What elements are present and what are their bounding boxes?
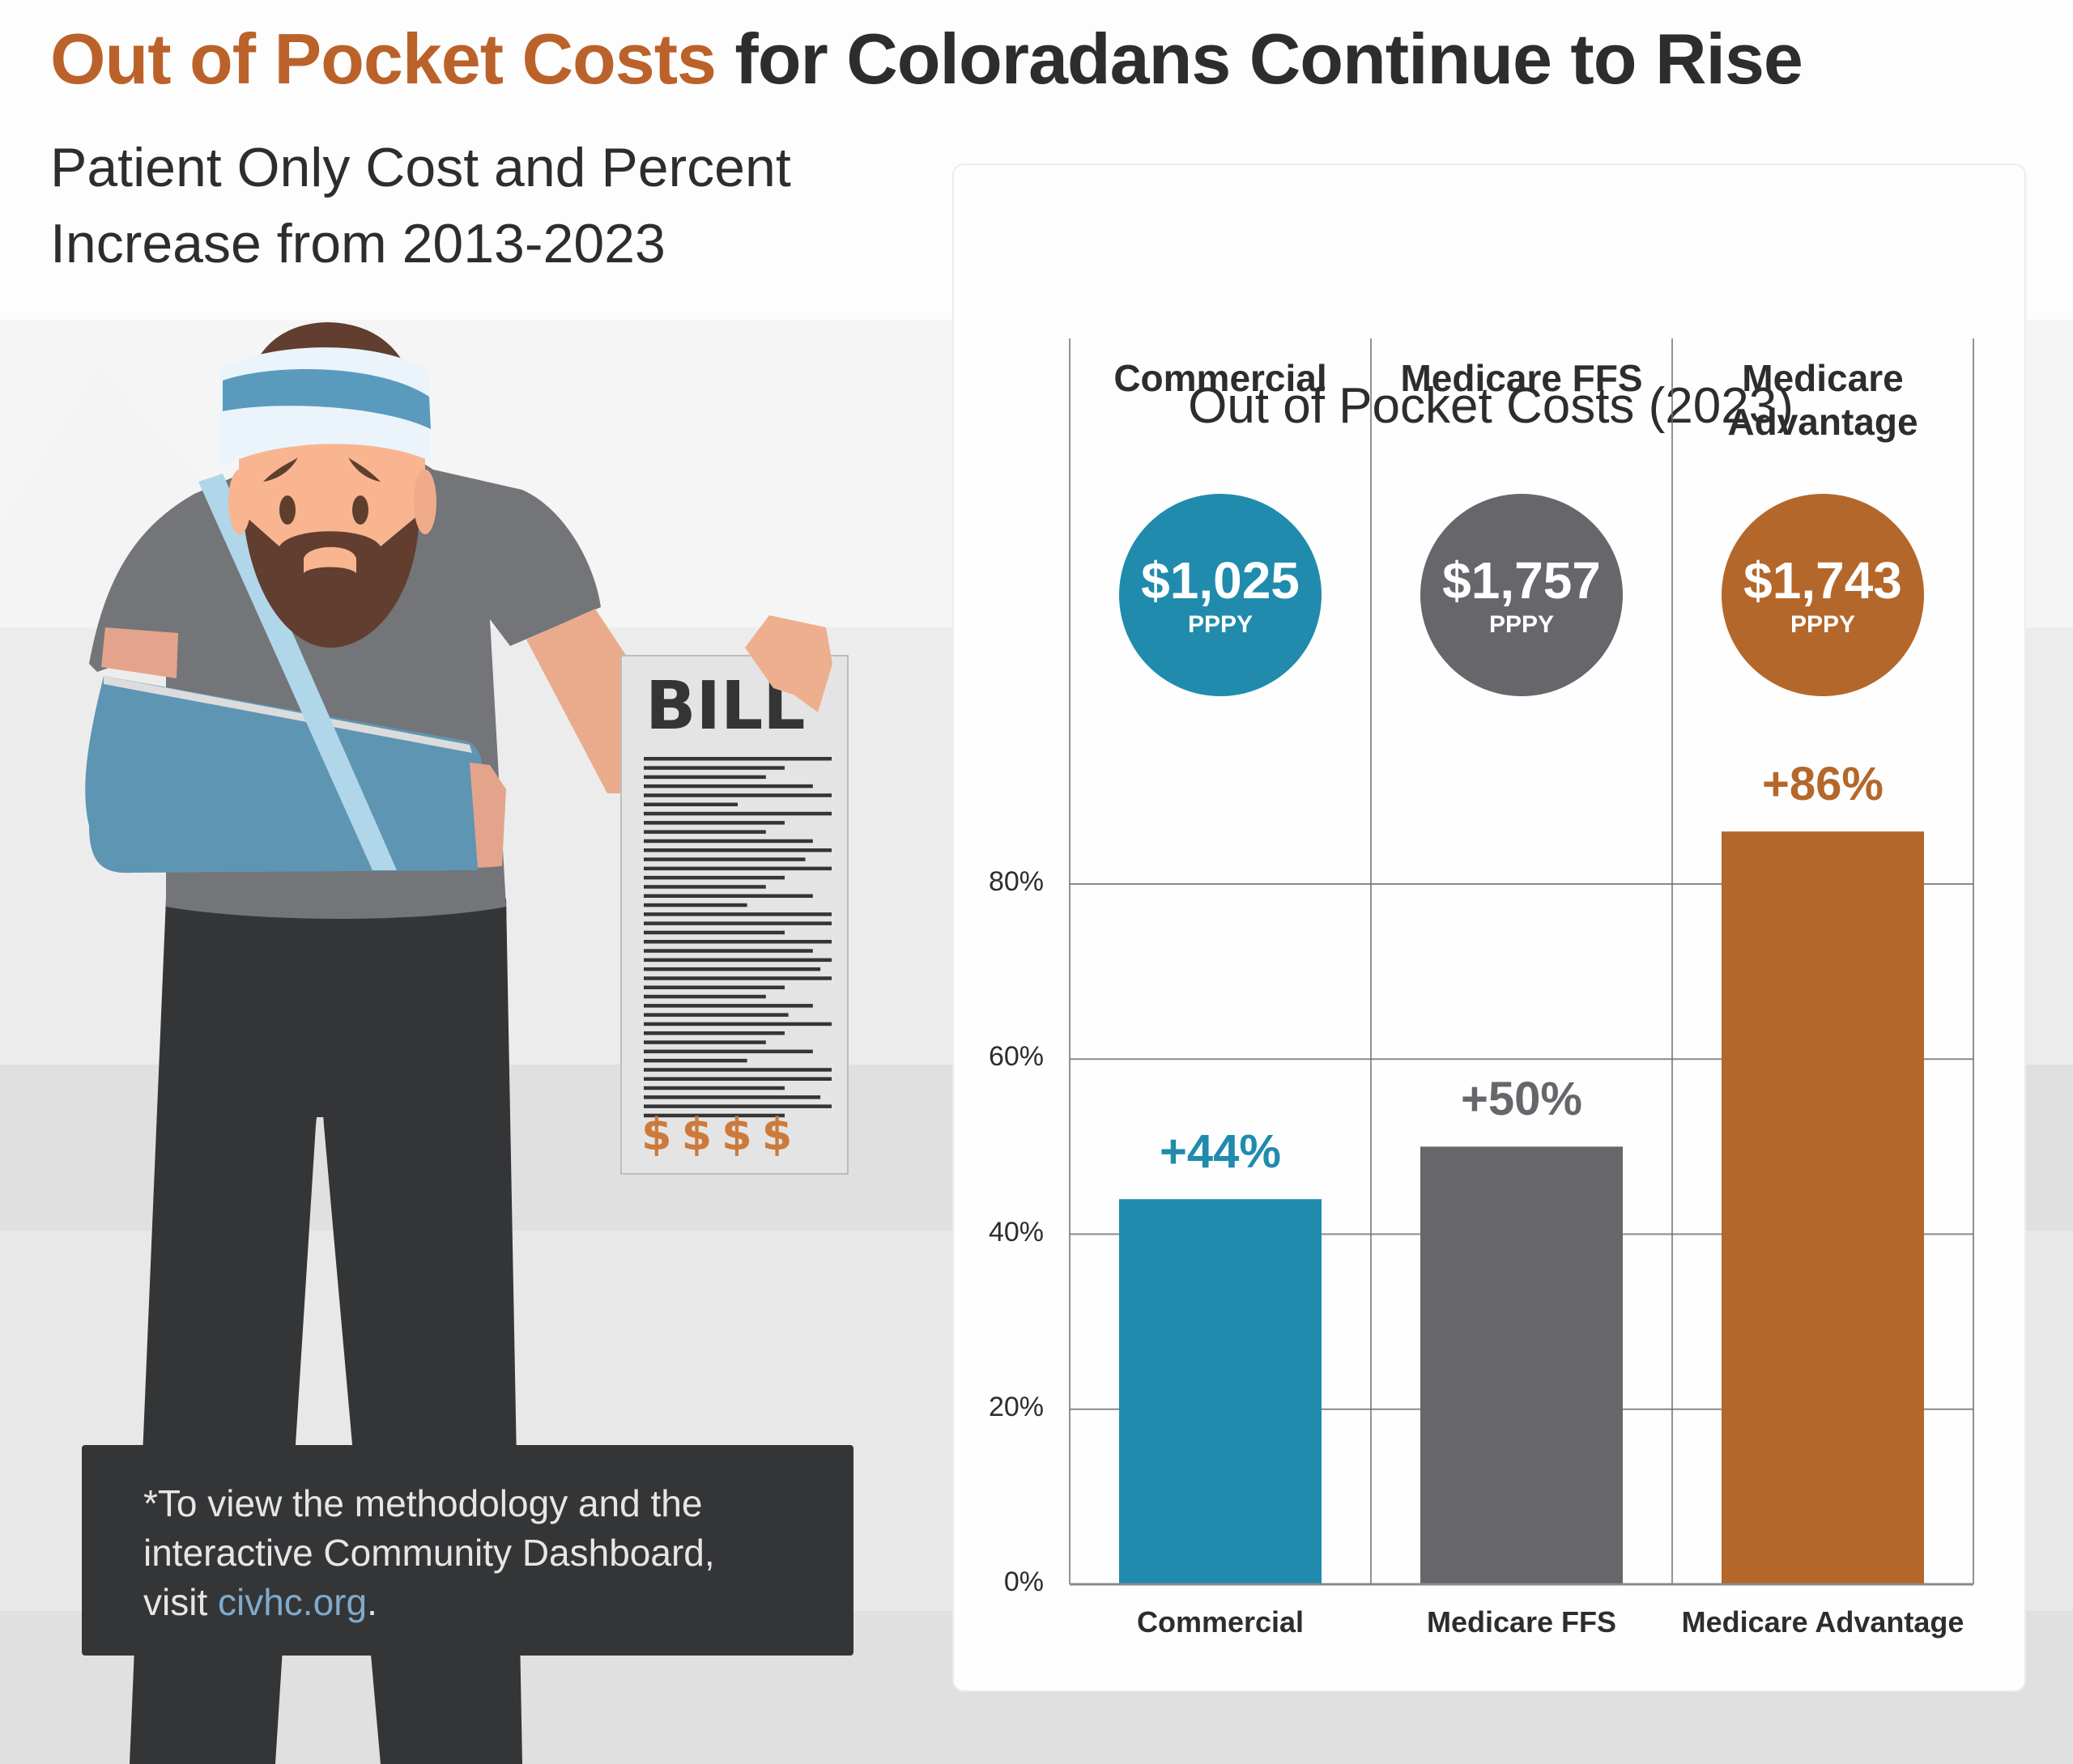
cost-bubble: $1,757 PPPY — [1420, 494, 1623, 696]
bill-line — [644, 784, 813, 788]
left-hand — [470, 763, 506, 868]
bill-line — [644, 930, 785, 935]
bill-line — [644, 1104, 832, 1108]
bill-line — [644, 757, 832, 761]
bill-line — [644, 1113, 785, 1118]
y-tick-label: 20% — [988, 1391, 1044, 1422]
bill-line — [644, 967, 821, 971]
y-tick-label: 0% — [1003, 1566, 1044, 1597]
bill-line — [644, 1095, 821, 1099]
bill-line — [644, 1031, 785, 1035]
bar-value-label: +44% — [1160, 1125, 1281, 1179]
bill-line — [644, 1013, 789, 1017]
x-tick-label: Commercial — [1136, 1605, 1305, 1639]
footnote-box: *To view the methodology and the interac… — [82, 1445, 853, 1656]
cost-bubble: $1,743 PPPY — [1722, 494, 1924, 696]
bill-line — [644, 940, 832, 944]
bill-line — [644, 848, 832, 852]
bill-text-lines — [644, 757, 832, 1118]
cost-amount: $1,743 — [1743, 551, 1902, 610]
bill-line — [644, 976, 832, 980]
civhc-link[interactable]: civhc.org — [218, 1581, 368, 1623]
title-rest: for Coloradans Continue to Rise — [715, 19, 1803, 99]
head-bandage — [220, 347, 431, 468]
bill-line — [644, 894, 813, 898]
bill-line — [644, 1068, 832, 1072]
right-arm — [526, 609, 632, 793]
bar-value-label: +50% — [1461, 1073, 1582, 1126]
bill-line — [644, 1049, 813, 1054]
footnote-line-3-prefix: visit — [143, 1581, 218, 1623]
bill-line — [644, 949, 813, 953]
page-subtitle: Patient Only Cost and Percent Increase f… — [50, 130, 941, 282]
bill-document: BILL $$$$ — [620, 655, 849, 1175]
bill-line — [644, 885, 766, 889]
cost-unit: PPPY — [1488, 611, 1555, 638]
column-header: Medicare Advantage — [1727, 357, 1918, 443]
bill-line — [644, 985, 785, 989]
y-tick-label: 80% — [988, 866, 1044, 897]
bill-line — [644, 793, 832, 797]
bill-line — [644, 1058, 747, 1063]
bill-line — [644, 830, 766, 834]
title-accent: Out of Pocket Costs — [50, 19, 717, 99]
bill-line — [644, 994, 766, 999]
bill-line — [644, 1004, 813, 1008]
footnote-line-2: interactive Community Dashboard, — [143, 1532, 715, 1574]
bill-line — [644, 821, 785, 825]
bill-line — [644, 866, 832, 871]
bill-line — [644, 1040, 766, 1044]
subtitle-line-2: Increase from 2013-2023 — [50, 213, 666, 274]
cost-unit: PPPY — [1187, 611, 1254, 638]
bill-line — [644, 857, 806, 861]
bar-value-label: +86% — [1762, 758, 1884, 811]
page-title: Out of Pocket Costs for Coloradans Conti… — [50, 18, 1803, 100]
footnote-line-3-suffix: . — [367, 1581, 377, 1623]
bill-line — [644, 775, 766, 780]
column-header: Medicare FFS — [1400, 357, 1643, 399]
cost-bubble: $1,025 PPPY — [1119, 494, 1322, 696]
subtitle-line-1: Patient Only Cost and Percent — [50, 137, 791, 198]
bill-dollar-signs: $$$$ — [641, 1109, 802, 1160]
bill-line — [644, 921, 832, 925]
bill-line — [644, 839, 813, 844]
bill-line — [644, 1077, 832, 1081]
footnote-line-1: *To view the methodology and the — [143, 1482, 703, 1524]
right-hand — [745, 615, 832, 712]
x-tick-label: Medicare FFS — [1426, 1605, 1617, 1639]
bill-line — [644, 766, 785, 770]
cost-amount: $1,025 — [1141, 551, 1300, 610]
bill-line — [644, 802, 738, 806]
y-tick-label: 40% — [988, 1216, 1044, 1248]
bill-line — [644, 1022, 832, 1027]
x-tick-label: Medicare Advantage — [1681, 1605, 1964, 1639]
bill-line — [644, 903, 747, 908]
cost-unit: PPPY — [1790, 611, 1856, 638]
arm-sling — [85, 676, 483, 873]
chart-title: Out of Pocket Costs (2023) — [1188, 378, 1794, 434]
bill-line — [644, 958, 832, 963]
left-forearm — [101, 627, 178, 678]
y-tick-label: 60% — [988, 1041, 1044, 1073]
bill-line — [644, 912, 832, 916]
bill-line — [644, 1086, 785, 1090]
sling-strap — [198, 474, 397, 870]
bill-line — [644, 811, 832, 816]
bill-line — [644, 875, 785, 880]
cost-amount: $1,757 — [1442, 551, 1601, 610]
column-header: Commercial — [1113, 357, 1327, 399]
